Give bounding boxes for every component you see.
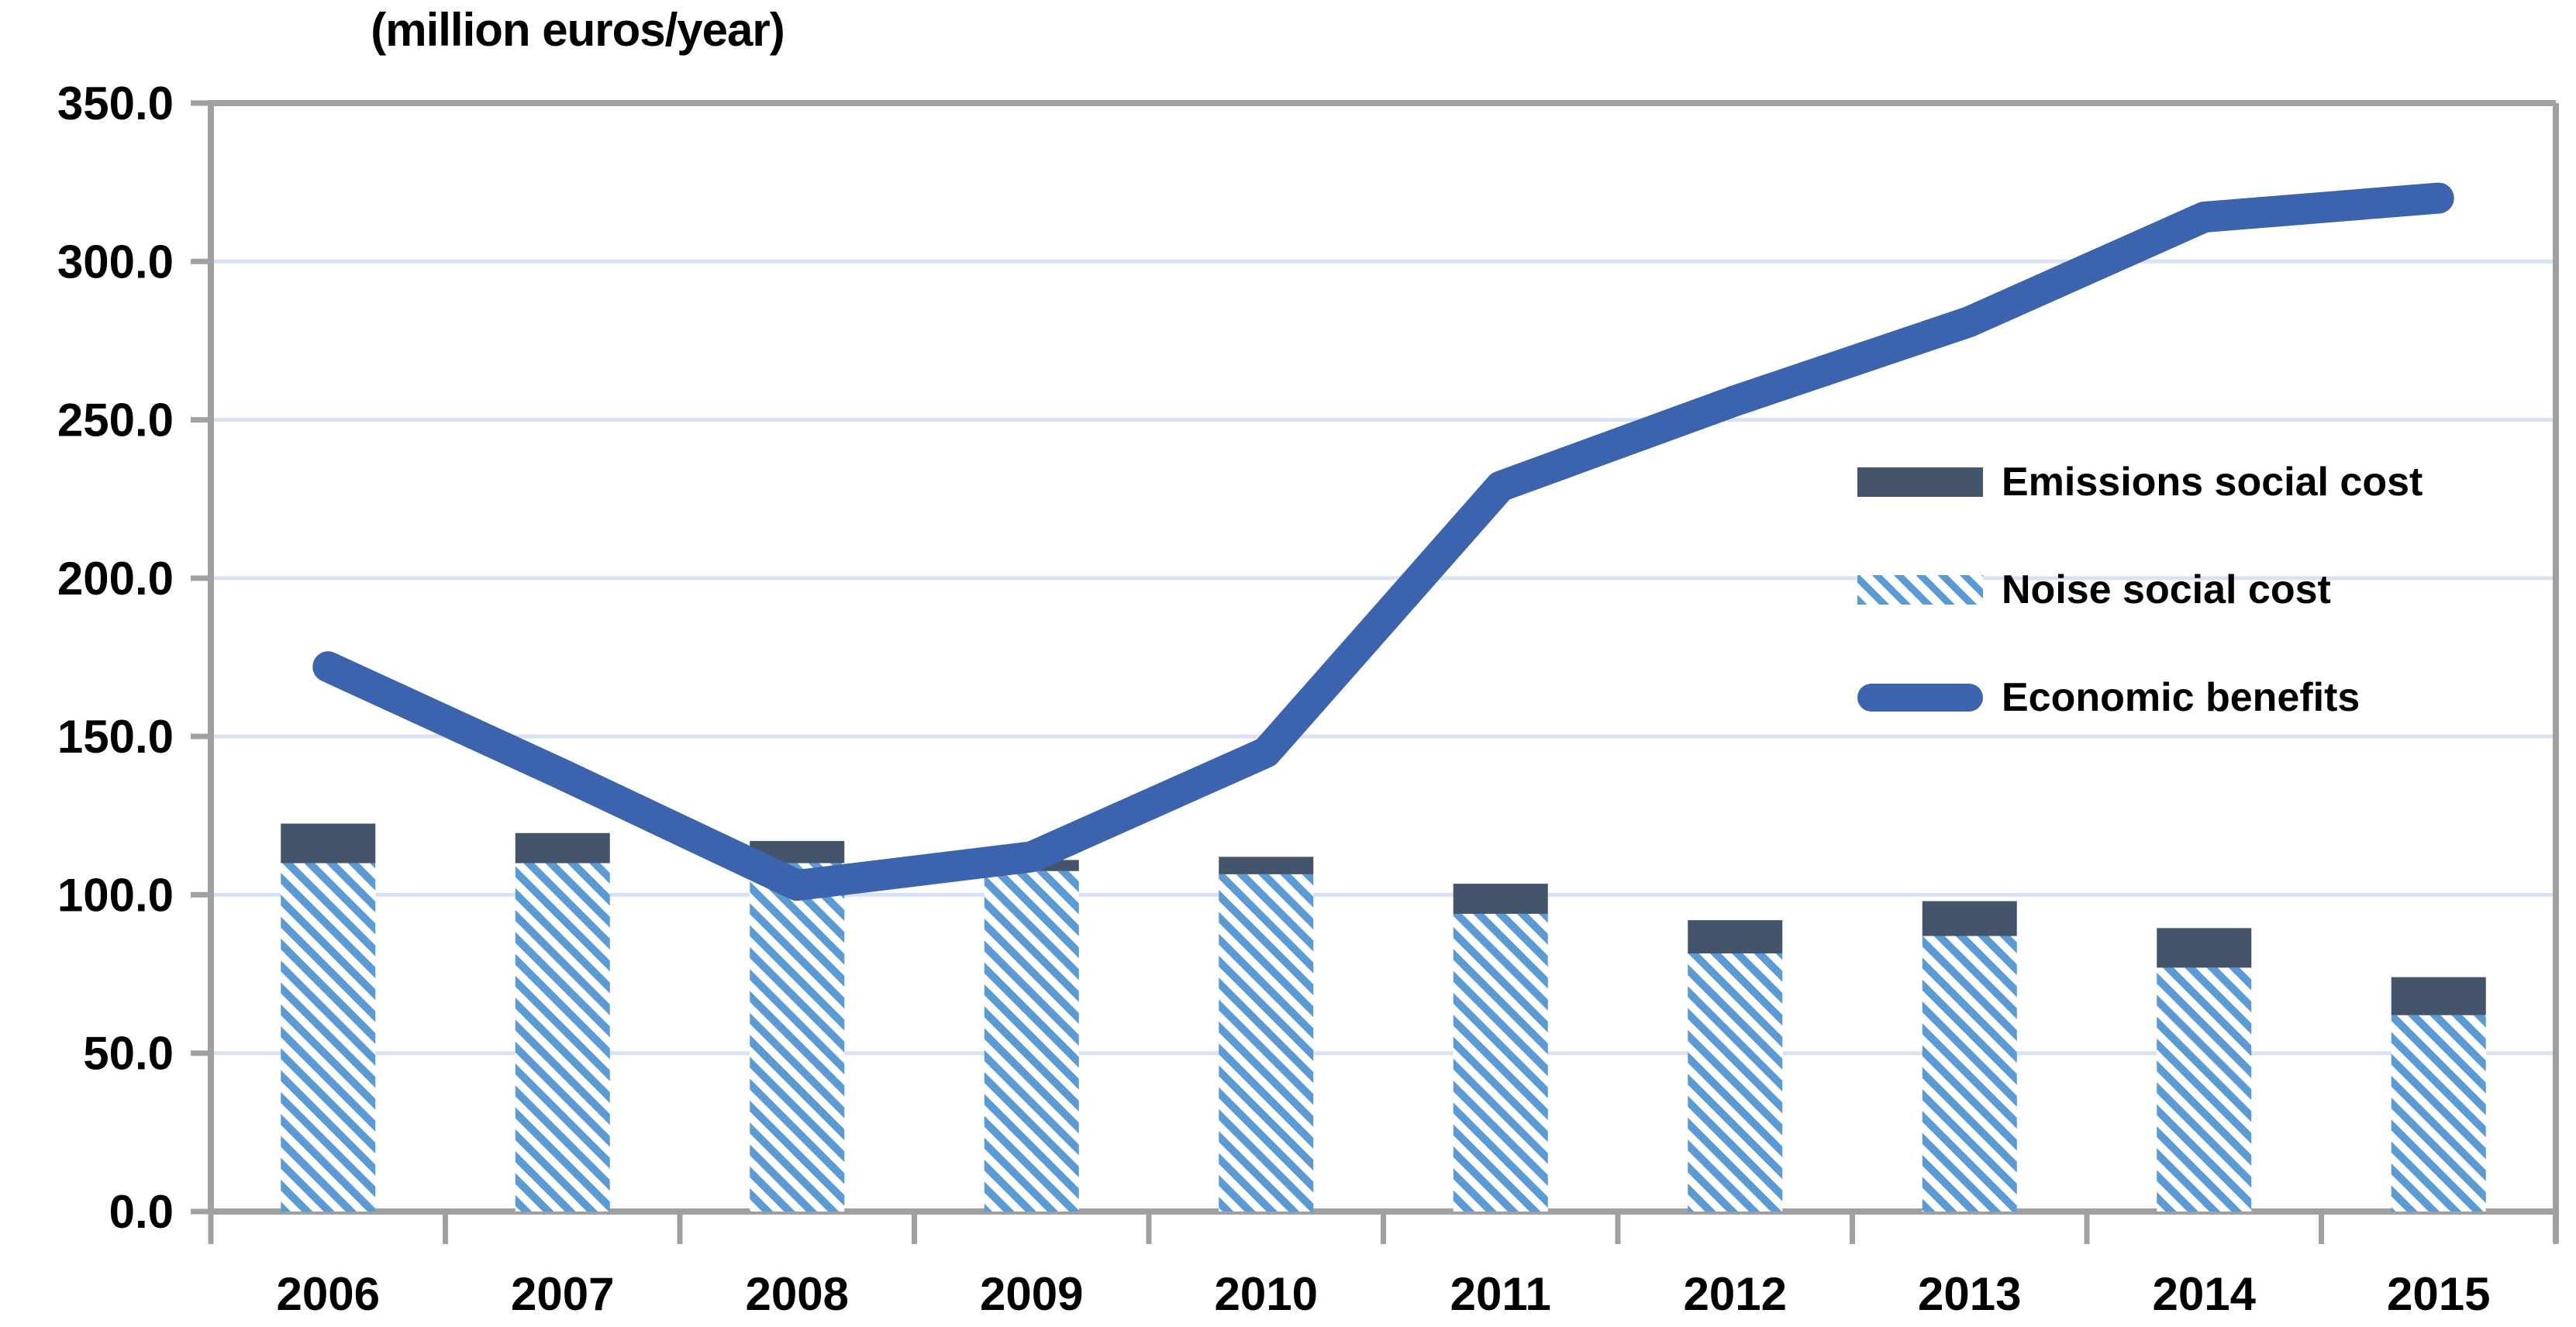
bar-emissions-2012 <box>1688 920 1783 954</box>
bar-noise-2009 <box>984 870 1079 1212</box>
legend-label-emissions: Emissions social cost <box>2002 460 2423 505</box>
x-tick-label: 2015 <box>2387 1268 2490 1320</box>
x-tick-label: 2010 <box>1215 1268 1318 1320</box>
bar-emissions-2007 <box>515 832 610 863</box>
y-tick-label: 150.0 <box>57 711 174 763</box>
x-tick-label: 2012 <box>1684 1268 1787 1320</box>
bar-noise-2015 <box>2391 1015 2486 1212</box>
y-tick-label: 250.0 <box>57 395 174 446</box>
economic-benefits-line <box>312 182 2454 901</box>
bar-emissions-2014 <box>2157 928 2252 968</box>
x-tick-label: 2009 <box>980 1268 1083 1320</box>
y-tick-label: 300.0 <box>57 236 174 288</box>
legend: Emissions social cost Noise social cost … <box>1857 460 2423 788</box>
bar-noise-2011 <box>1453 913 1548 1212</box>
noise-swatch-icon <box>1857 575 1983 605</box>
bar-noise-2014 <box>2157 967 2252 1212</box>
bar-emissions-2011 <box>1453 884 1548 914</box>
y-tick-label: 200.0 <box>57 553 174 605</box>
bar-emissions-2015 <box>2391 977 2486 1015</box>
x-tick-label: 2013 <box>1918 1268 2021 1320</box>
bar-noise-2012 <box>1688 953 1783 1212</box>
x-tick-label: 2011 <box>1450 1268 1551 1320</box>
emissions-swatch-icon <box>1857 467 1983 497</box>
bar-noise-2010 <box>1219 874 1314 1212</box>
bar-emissions-2010 <box>1219 857 1314 874</box>
y-tick-label: 0.0 <box>109 1186 174 1238</box>
benefits-line-swatch-icon <box>1857 684 1983 712</box>
y-tick-label: 50.0 <box>83 1028 174 1080</box>
y-tick-label: 350.0 <box>57 78 174 129</box>
bar-noise-2006 <box>281 863 376 1212</box>
legend-item-emissions: Emissions social cost <box>1857 460 2423 505</box>
x-tick-label: 2008 <box>746 1268 849 1320</box>
legend-label-benefits: Economic benefits <box>2002 675 2360 720</box>
legend-item-noise: Noise social cost <box>1857 567 2423 612</box>
y-tick-label: 100.0 <box>57 869 174 921</box>
bar-noise-2008 <box>750 863 845 1212</box>
x-tick-label: 2007 <box>511 1268 614 1320</box>
x-tick-label: 2006 <box>277 1268 380 1320</box>
bar-noise-2013 <box>1922 936 2017 1212</box>
bar-emissions-2013 <box>1922 901 2017 936</box>
x-tick-label: 2014 <box>2153 1268 2257 1320</box>
bar-noise-2007 <box>515 863 610 1212</box>
legend-label-noise: Noise social cost <box>2002 567 2331 612</box>
chart-title: (million euros/year) <box>371 4 785 56</box>
legend-item-benefits: Economic benefits <box>1857 675 2423 720</box>
bar-emissions-2006 <box>281 823 376 863</box>
